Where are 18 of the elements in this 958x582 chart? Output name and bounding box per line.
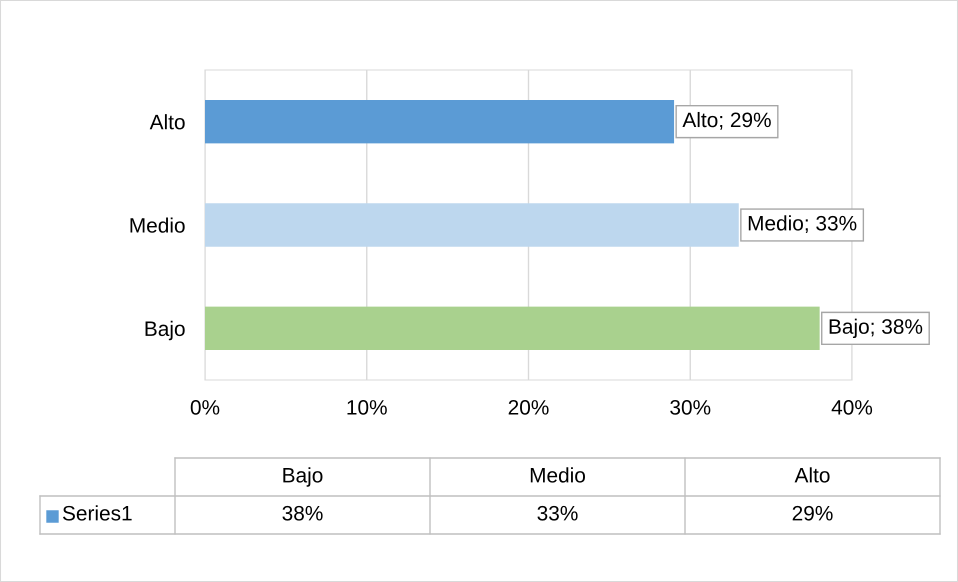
data-label: Medio; 33% (748, 215, 856, 234)
text: 33% (537, 506, 578, 521)
category-label: Alto (794, 467, 830, 483)
x-tick-label: 10% (347, 400, 387, 415)
text: 38% (282, 506, 323, 521)
y-tick-label: Bajo (146, 320, 185, 340)
y-tick-label: Medio (130, 217, 185, 233)
text: 29% (792, 506, 833, 521)
x-tick-label: 0% (190, 400, 220, 415)
y-tick-label: Alto (150, 114, 185, 130)
x-tick-label: 30% (670, 400, 710, 415)
x-tick-label: 40% (832, 400, 872, 415)
x-tick-label: 20% (508, 400, 549, 415)
data-label: Alto; 29% (682, 112, 771, 130)
legend-label: Series1 (62, 505, 132, 521)
category-label: Bajo (283, 467, 322, 487)
data-label: Bajo; 38% (830, 318, 922, 338)
category-label: Medio (530, 467, 585, 483)
